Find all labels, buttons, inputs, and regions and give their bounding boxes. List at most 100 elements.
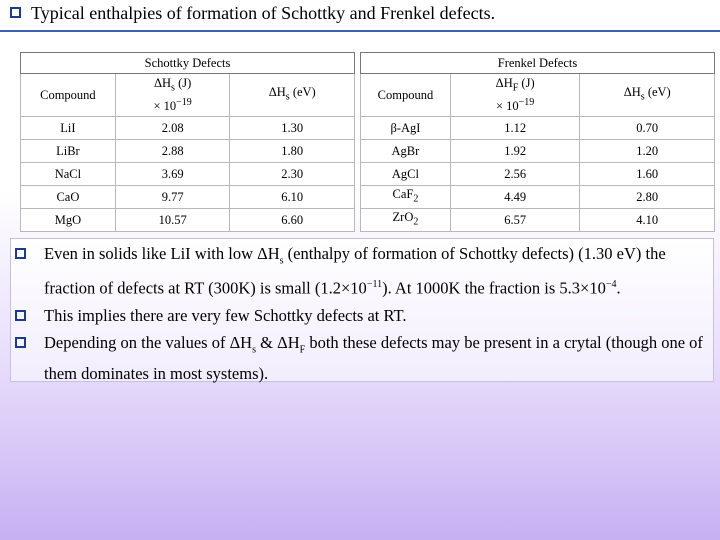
- cell-text: AgCl: [391, 166, 419, 181]
- cell-line: ΔHF (J): [451, 76, 580, 96]
- text: CaF: [392, 187, 414, 202]
- cell-text: 1.20: [636, 143, 659, 158]
- cell-text: 2.80: [636, 189, 659, 204]
- subscript: F: [512, 82, 519, 94]
- cell-text: 0.70: [636, 120, 659, 135]
- table-cell: 1.92: [449, 139, 581, 163]
- text: ΔH: [623, 85, 641, 100]
- cell-line: ZrO2: [361, 210, 450, 230]
- cell-text: 6.10: [281, 189, 304, 204]
- cell-text: 2.08: [161, 120, 184, 135]
- table-cell: NaCl: [20, 162, 116, 186]
- bullet-icon: [15, 248, 26, 259]
- table-row: LiBr 2.88 1.80: [20, 139, 355, 163]
- slide-title: Typical enthalpies of formation of Schot…: [31, 3, 496, 23]
- table-cell: 9.77: [114, 185, 231, 209]
- table-cell: 2.56: [449, 162, 581, 186]
- subscript: 2: [413, 193, 419, 205]
- table-cell: CaF2: [360, 185, 451, 209]
- text: ZrO: [392, 210, 414, 225]
- table-row: NaCl 3.69 2.30: [20, 162, 355, 186]
- text: (enthalpy of formation of Schottky defec…: [44, 244, 666, 298]
- cell-line: × 10−19: [451, 95, 580, 114]
- cell-text: 2.88: [161, 143, 184, 158]
- header-cell: ΔHs (eV): [229, 73, 355, 117]
- cell-text: LiI: [60, 120, 76, 135]
- table-cell: 6.60: [229, 208, 355, 232]
- cell-line: CaF2: [361, 187, 450, 207]
- table-row: ZrO2 6.57 4.10: [360, 208, 715, 232]
- cell-text: 1.12: [504, 120, 527, 135]
- text: Even in solids like LiI with low ΔH: [44, 244, 280, 263]
- table-cell: 2.88: [114, 139, 231, 163]
- superscript: −4: [605, 279, 617, 291]
- text: × 10: [153, 99, 177, 114]
- cell-line: ΔHs (eV): [580, 85, 714, 105]
- cell-text: 4.10: [636, 212, 659, 227]
- text: ΔH: [268, 85, 286, 100]
- text: × 10: [495, 99, 519, 114]
- text: (J): [518, 75, 535, 90]
- cell-text: AgBr: [391, 143, 420, 158]
- text: This implies there are very few Schottky…: [44, 305, 407, 325]
- header-cell: ΔHs (eV): [579, 73, 715, 117]
- caption-row: Frenkel Defects: [360, 52, 715, 74]
- text: ). At 1000K the fraction is 5.3×10: [382, 278, 606, 298]
- cell-text: 9.77: [161, 189, 184, 204]
- cell-text: 1.92: [504, 143, 527, 158]
- caption-row: Schottky Defects: [20, 52, 355, 74]
- caption-cell: Schottky Defects: [20, 52, 355, 74]
- cell-text: β-AgI: [390, 120, 421, 135]
- table-cell: ZrO2: [360, 208, 451, 232]
- table-cell: CaO: [20, 185, 116, 209]
- subscript: s: [285, 91, 290, 103]
- table-row: CaF2 4.49 2.80: [360, 185, 715, 209]
- table-cell: 1.12: [449, 116, 581, 140]
- table-cell: 1.20: [579, 139, 715, 163]
- cell-text: MgO: [54, 212, 82, 227]
- table-row: CaO 9.77 6.10: [20, 185, 355, 209]
- table-row: AgBr 1.92 1.20: [360, 139, 715, 163]
- cell-text: 1.60: [636, 166, 659, 181]
- subscript: s: [640, 91, 645, 103]
- subscript: F: [299, 344, 306, 356]
- header-cell: ΔHs (J) × 10−19: [114, 73, 231, 117]
- title-rule: [0, 30, 720, 32]
- cell-text: 4.49: [504, 189, 527, 204]
- table-row: LiI 2.08 1.30: [20, 116, 355, 140]
- slide-title-row: Typical enthalpies of formation of Schot…: [10, 2, 710, 28]
- table-cell: 3.69: [114, 162, 231, 186]
- bullet-item: Even in solids like LiI with low ΔHs (en…: [11, 242, 713, 301]
- cell-text: NaCl: [54, 166, 82, 181]
- table-row: β-AgI 1.12 0.70: [360, 116, 715, 140]
- table-cell: 4.49: [449, 185, 581, 209]
- bullet-box: Even in solids like LiI with low ΔHs (en…: [10, 238, 714, 384]
- table-cell: β-AgI: [360, 116, 451, 140]
- table-caption: Frenkel Defects: [497, 55, 578, 70]
- cell-line: ΔHs (eV): [230, 85, 354, 105]
- table-cell: 1.60: [579, 162, 715, 186]
- bullet-icon: [15, 309, 26, 321]
- header-row: Compound ΔHF (J) × 10−19 ΔHs (eV): [360, 73, 715, 117]
- caption-cell: Frenkel Defects: [360, 52, 715, 74]
- table-cell: LiBr: [20, 139, 116, 163]
- table-cell: 0.70: [579, 116, 715, 140]
- cell-text: Compound: [40, 87, 96, 102]
- table-cell: 2.08: [114, 116, 231, 140]
- cell-text: 2.30: [281, 166, 304, 181]
- text: Depending on the values of ΔH: [44, 332, 253, 352]
- table-cell: AgBr: [360, 139, 451, 163]
- bullet-icon: [15, 336, 26, 348]
- superscript: −19: [518, 97, 535, 109]
- table-cell: LiI: [20, 116, 116, 140]
- subscript: s: [279, 255, 284, 267]
- cell-text: 6.57: [504, 212, 527, 227]
- cell-text: CaO: [56, 189, 80, 204]
- text: (J): [174, 75, 192, 90]
- header-cell: ΔHF (J) × 10−19: [449, 73, 581, 117]
- cell-line: ΔHs (J): [116, 76, 230, 96]
- cell-text: 1.80: [281, 143, 304, 158]
- text: both these defects may be present in a c…: [44, 332, 703, 384]
- table-cell: 2.30: [229, 162, 355, 186]
